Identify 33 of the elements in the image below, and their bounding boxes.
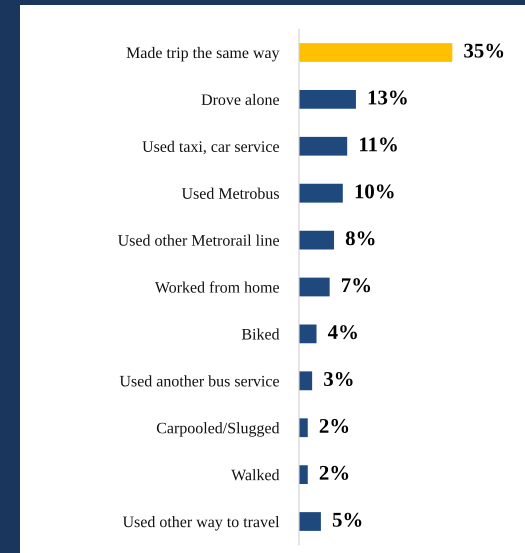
data-label: 2% — [320, 466, 348, 480]
data-label: 3% — [324, 372, 353, 386]
bar — [299, 136, 348, 156]
y-tick-label: Used another bus service — [120, 375, 279, 387]
y-tick-label: Drove alone — [202, 94, 279, 106]
y-tick-label: Used other Metrorail line — [118, 234, 279, 246]
y-tick-label: Used other way to travel — [122, 516, 280, 531]
bar — [299, 465, 308, 484]
bar — [299, 90, 356, 109]
y-tick-label: Used Metrobus — [182, 188, 279, 199]
y-tick-label: Biked — [242, 328, 280, 340]
bar — [299, 418, 308, 438]
data-label: 35% — [464, 44, 504, 58]
bar — [299, 324, 317, 344]
bar — [299, 230, 334, 250]
data-label: 10% — [356, 184, 394, 198]
bar — [299, 512, 321, 531]
bar — [299, 278, 330, 296]
y-tick-label: Worked from home — [154, 281, 279, 293]
y-tick-label: Walked — [231, 469, 280, 480]
bar — [299, 371, 312, 390]
bar — [299, 184, 343, 203]
y-tick-label: Made trip the same way — [126, 46, 280, 62]
data-label: 7% — [342, 278, 370, 292]
data-label: 5% — [332, 512, 362, 527]
y-tick-label: Used taxi, car service — [142, 140, 279, 154]
data-label: 2% — [320, 418, 348, 434]
bar — [299, 43, 452, 62]
data-label: 4% — [328, 325, 357, 340]
data-label: 11% — [360, 137, 397, 152]
data-label: 13% — [368, 90, 407, 105]
y-tick-label: Carpooled/Slugged — [156, 422, 280, 437]
data-label: 8% — [346, 231, 374, 246]
